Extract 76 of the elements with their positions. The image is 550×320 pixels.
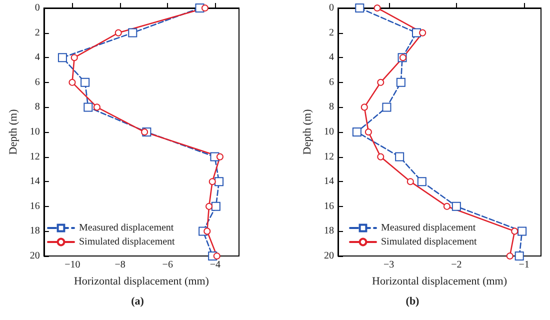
y-tick-label: 2 (34, 27, 40, 38)
point (452, 202, 461, 211)
y-tick-label: 12 (30, 151, 40, 162)
y-axis-title: Depth (m) (8, 108, 20, 155)
point (93, 104, 100, 111)
point (377, 78, 384, 86)
point (395, 152, 404, 162)
text: (a) (131, 296, 144, 308)
text: (b) (406, 296, 420, 308)
point (141, 128, 148, 136)
y-tick-label: 16 (30, 200, 40, 212)
point (204, 228, 211, 235)
point (80, 78, 90, 87)
x-axis-title: Horizontal displacement (mm) (372, 276, 508, 288)
x-tick-label: −10 (64, 260, 80, 270)
y-tick-label: 12 (324, 151, 334, 162)
point (211, 202, 220, 211)
point (382, 102, 392, 112)
x-tick-label: −3 (383, 260, 394, 270)
y-tick-label: 20 (30, 250, 40, 262)
x-tick-label: −8 (114, 260, 126, 270)
y-tick-label: 0 (329, 2, 334, 14)
point (68, 78, 76, 86)
point (377, 153, 384, 160)
point (419, 29, 426, 36)
y-tick-label: 6 (329, 76, 334, 88)
point (443, 202, 450, 210)
point (412, 28, 421, 38)
y-tick-label: 14 (324, 176, 334, 188)
point (114, 29, 122, 36)
point (364, 128, 372, 136)
y-tick-label: 10 (30, 126, 40, 138)
point (214, 177, 224, 186)
point (417, 177, 426, 186)
point (352, 128, 362, 136)
y-tick-label: 18 (30, 226, 40, 237)
y-tick-label: 6 (34, 76, 40, 88)
point (201, 4, 208, 12)
y-tick-label: 20 (324, 250, 334, 262)
y-tick-label: 2 (329, 27, 334, 38)
y-tick-label: 4 (329, 52, 334, 64)
point (213, 252, 220, 260)
point (514, 252, 524, 260)
legend-label: Measured displacement (79, 222, 174, 234)
point (208, 178, 216, 186)
y-tick-label: 8 (329, 102, 334, 113)
point (58, 53, 67, 62)
point (128, 28, 138, 38)
y-tick-label: 16 (324, 200, 334, 212)
legend-label: Measured displacement (381, 222, 476, 234)
point (360, 104, 368, 111)
point (518, 226, 527, 236)
x-axis-title: Horizontal displacement (mm) (74, 276, 210, 288)
y-tick-label: 14 (30, 176, 40, 188)
point (406, 178, 414, 186)
y-tick-label: 10 (324, 126, 334, 138)
y-tick-label: 8 (34, 102, 40, 113)
y-tick-label: 4 (34, 52, 40, 64)
point (70, 54, 78, 62)
legend-label: Simulated displacement (381, 236, 478, 248)
point (206, 202, 213, 210)
y-tick-label: 0 (34, 2, 40, 14)
point (374, 4, 381, 12)
x-tick-label: −4 (210, 260, 221, 270)
legend-label: Simulated displacement (79, 236, 176, 248)
x-tick-label: −6 (162, 260, 173, 270)
point (355, 4, 364, 12)
y-tick-label: 18 (324, 226, 334, 237)
y-axis-title: Depth (m) (302, 108, 314, 155)
x-tick-label: −2 (451, 260, 462, 270)
point (396, 78, 406, 87)
point (84, 102, 93, 112)
point (511, 228, 518, 235)
x-tick-label: −1 (518, 260, 530, 270)
point (216, 153, 224, 160)
point (506, 252, 514, 260)
